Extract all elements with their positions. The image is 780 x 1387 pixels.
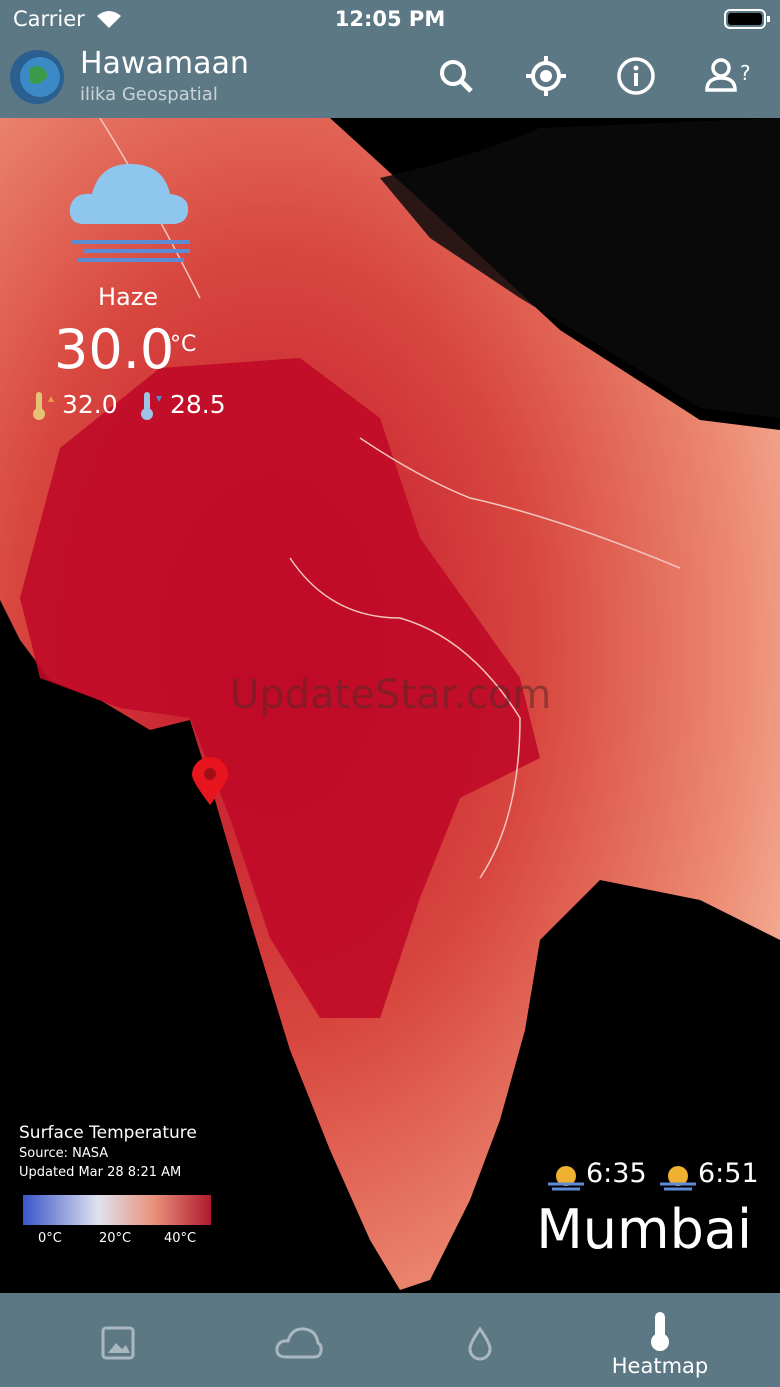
location-name: Mumbai (536, 1198, 752, 1261)
top-bar (0, 0, 780, 118)
border (289, 557, 521, 879)
max-temp-icon (33, 392, 54, 420)
cloud-cover (380, 118, 780, 418)
tab-bar (0, 1293, 780, 1387)
border (359, 437, 681, 569)
hot-zone (20, 358, 540, 1018)
sunset-time: 6:51 (698, 1158, 759, 1189)
weather-condition: Haze (97, 283, 159, 311)
svg-text:?: ? (740, 61, 751, 85)
watermark: UpdateStar.com (230, 672, 552, 718)
battery-icon (724, 9, 770, 29)
haze-icon (69, 163, 190, 262)
tab-rain[interactable] (466, 1325, 494, 1361)
legend-updated: Updated Mar 28 8:21 AM (19, 1165, 182, 1180)
heatmap (0, 118, 780, 1293)
legend-colorbar (23, 1195, 211, 1225)
legend-label: 40°C (164, 1231, 197, 1246)
app-subtitle: ilika Geospatial (80, 84, 218, 105)
temperature: 30.0 (54, 318, 175, 381)
tab-heatmap-icon[interactable] (648, 1310, 672, 1352)
sunrise-icon (548, 1166, 584, 1191)
min-temp-icon (141, 392, 162, 420)
info-button[interactable] (616, 56, 656, 96)
locate-button[interactable] (526, 56, 566, 96)
search-button[interactable] (436, 56, 476, 96)
sunset-icon (660, 1166, 696, 1191)
carrier: Carrier (13, 7, 85, 31)
app-logo (10, 50, 64, 104)
temperature-unit: °C (170, 332, 197, 357)
tab-imagery[interactable] (100, 1325, 136, 1361)
location-pin[interactable] (190, 755, 230, 807)
legend-label: 20°C (99, 1231, 132, 1246)
max-temp: 32.0 (62, 390, 118, 419)
legend-source: Source: NASA (19, 1146, 109, 1161)
sunrise-time: 6:35 (586, 1158, 647, 1189)
clock: 12:05 PM (334, 7, 446, 31)
wifi-icon (97, 11, 121, 28)
legend-title: Surface Temperature (19, 1123, 197, 1143)
tab-heatmap-label[interactable]: Heatmap (611, 1354, 709, 1378)
app-title: Hawamaan (80, 46, 249, 81)
help-button[interactable]: ? (704, 56, 752, 96)
legend-label: 0°C (38, 1231, 62, 1246)
tab-weather[interactable] (274, 1325, 324, 1361)
min-temp: 28.5 (170, 390, 226, 419)
